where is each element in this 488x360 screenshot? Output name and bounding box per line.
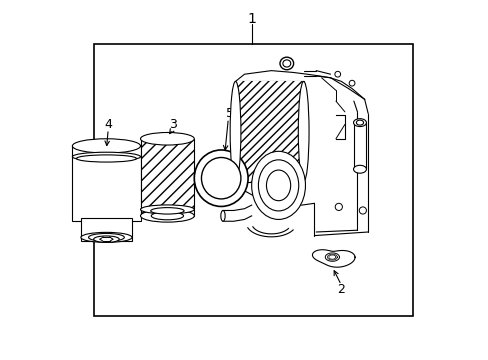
- Ellipse shape: [88, 233, 124, 241]
- Ellipse shape: [266, 170, 290, 201]
- Ellipse shape: [151, 212, 183, 220]
- Bar: [140, 139, 194, 216]
- Ellipse shape: [258, 160, 298, 211]
- Text: 4: 4: [104, 118, 112, 131]
- Ellipse shape: [72, 139, 140, 153]
- Circle shape: [348, 80, 354, 86]
- Ellipse shape: [76, 155, 136, 162]
- Circle shape: [335, 203, 342, 211]
- Ellipse shape: [150, 208, 183, 214]
- Ellipse shape: [203, 180, 207, 193]
- Ellipse shape: [251, 151, 305, 220]
- Bar: [353, 123, 366, 169]
- Ellipse shape: [280, 57, 293, 70]
- Bar: [94, 44, 412, 316]
- Text: 5: 5: [225, 107, 234, 120]
- Ellipse shape: [140, 132, 194, 145]
- Ellipse shape: [140, 210, 194, 222]
- Text: 1: 1: [247, 12, 256, 26]
- Ellipse shape: [353, 119, 366, 127]
- Ellipse shape: [140, 205, 194, 214]
- Circle shape: [334, 71, 340, 77]
- Ellipse shape: [201, 157, 241, 199]
- Ellipse shape: [194, 150, 247, 206]
- Ellipse shape: [230, 81, 241, 182]
- Ellipse shape: [94, 236, 119, 242]
- Ellipse shape: [356, 120, 363, 125]
- Circle shape: [359, 207, 366, 214]
- Ellipse shape: [81, 232, 132, 242]
- Ellipse shape: [221, 211, 224, 221]
- Ellipse shape: [298, 81, 308, 182]
- Bar: [235, 81, 303, 182]
- Text: 3: 3: [168, 118, 176, 131]
- Ellipse shape: [282, 60, 290, 67]
- Ellipse shape: [72, 152, 140, 161]
- Ellipse shape: [353, 165, 366, 173]
- Bar: [81, 218, 132, 241]
- Bar: [72, 146, 140, 221]
- Text: 2: 2: [337, 283, 345, 296]
